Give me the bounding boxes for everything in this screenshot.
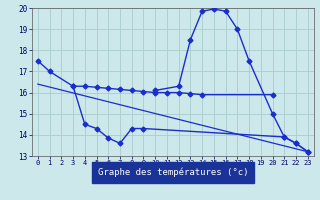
X-axis label: Graphe des températures (°c): Graphe des températures (°c)	[98, 168, 248, 177]
